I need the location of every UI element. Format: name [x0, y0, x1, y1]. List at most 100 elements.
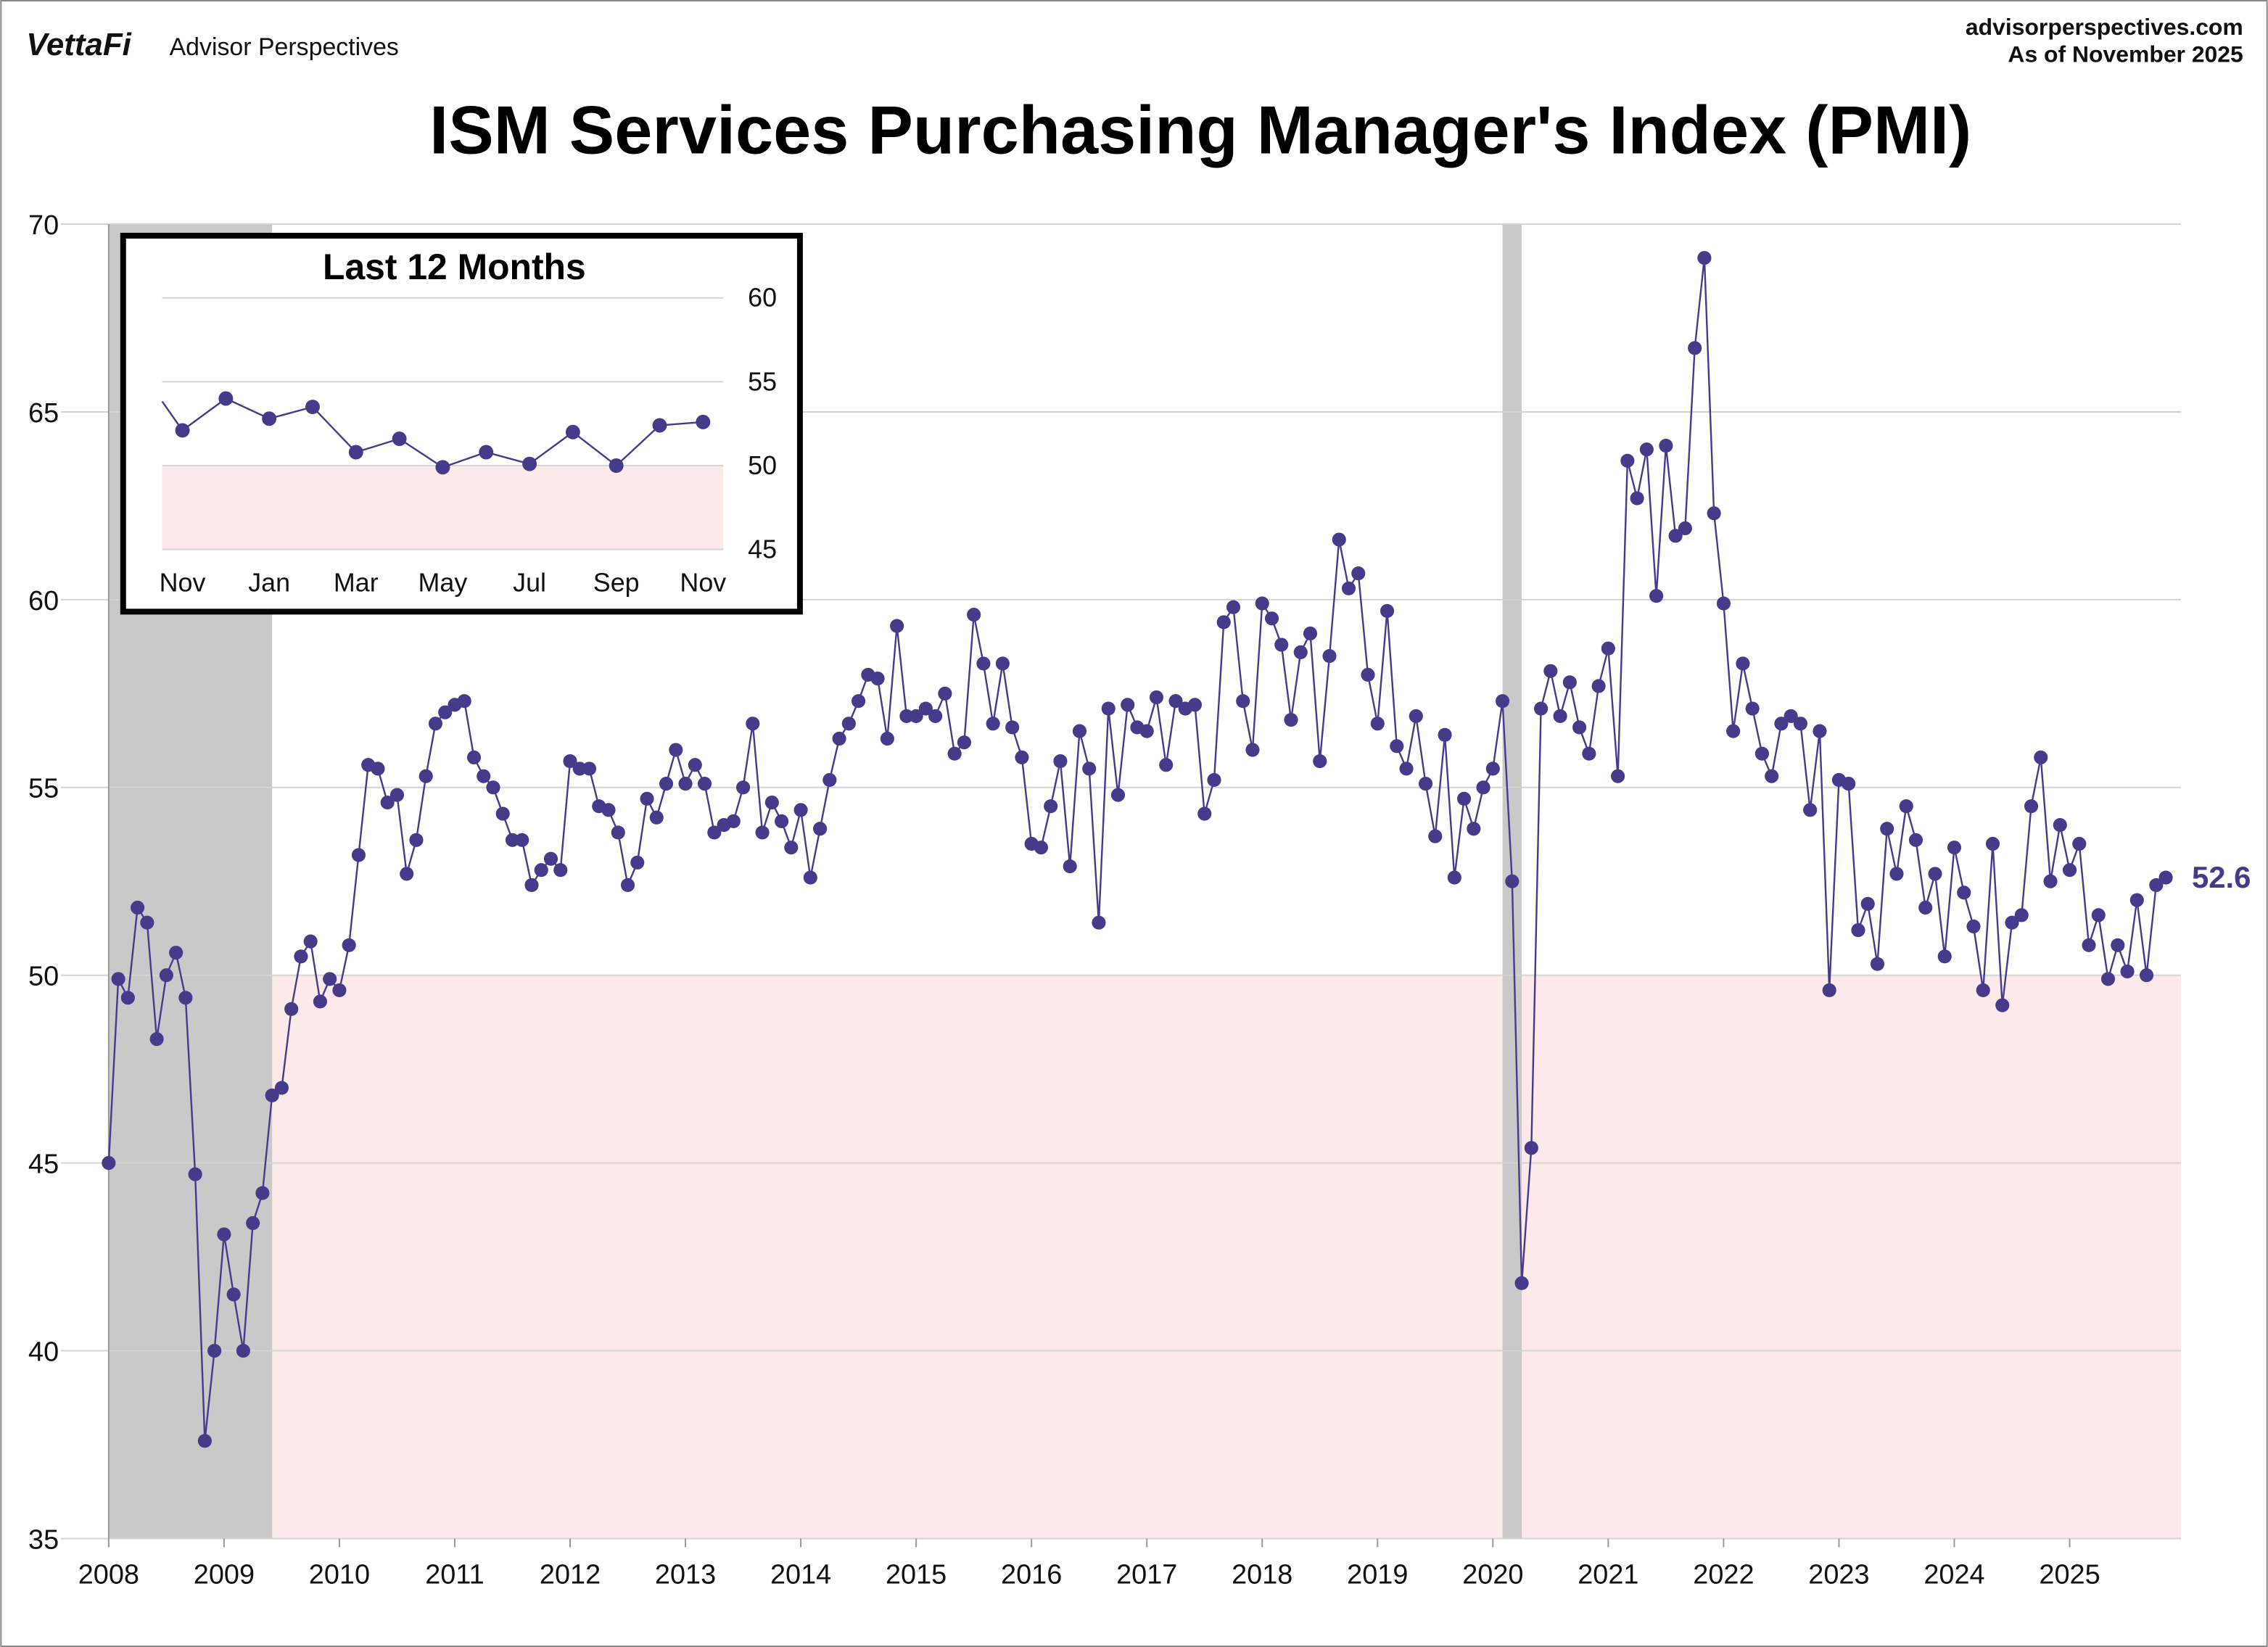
pmi-point [1399, 761, 1414, 776]
pmi-point [1851, 923, 1865, 938]
pmi-point [1918, 900, 1933, 915]
pmi-point [2158, 870, 2173, 885]
pmi-point [755, 825, 770, 840]
pmi-point [1784, 709, 1798, 723]
pmi-point [1409, 709, 1423, 723]
pmi-point [563, 754, 577, 769]
pmi-point [1754, 746, 1769, 761]
pmi-point [303, 934, 318, 949]
pmi-point [1322, 648, 1337, 664]
pmi-point [226, 1287, 241, 1302]
pmi-point [332, 983, 347, 997]
pmi-point [457, 694, 471, 709]
pmi-point [841, 717, 856, 731]
pmi-point [1765, 769, 1779, 783]
x-tick-label: 2013 [655, 1559, 716, 1590]
pmi-point [342, 938, 356, 952]
pmi-point [389, 788, 405, 802]
pmi-point [1524, 1141, 1538, 1155]
pmi-point [659, 777, 674, 791]
contraction-zone [108, 975, 2182, 1539]
pmi-point [1803, 803, 1818, 817]
inset-y-tick-label: 45 [748, 535, 777, 564]
pmi-point [1447, 870, 1461, 885]
pmi-point [630, 855, 645, 870]
x-tick-label: 2025 [2039, 1559, 2100, 1590]
pmi-point [601, 803, 616, 817]
pmi-point [736, 780, 751, 795]
pmi-point [2082, 938, 2096, 952]
x-tick-label: 2018 [1232, 1559, 1292, 1590]
x-tick-label: 2014 [770, 1559, 831, 1590]
pmi-point [1092, 915, 1106, 930]
brand-name: Advisor Perspectives [170, 33, 399, 61]
pmi-point [236, 1343, 250, 1358]
pmi-point [2100, 972, 2116, 986]
pmi-point [466, 750, 482, 764]
pmi-point [976, 656, 991, 671]
pmi-point [1601, 641, 1615, 656]
inset-pmi-line [161, 397, 704, 468]
pmi-point [284, 1002, 299, 1016]
pmi-point [1053, 754, 1068, 769]
inset-pmi-point [392, 432, 407, 446]
pmi-point [1505, 874, 1519, 888]
y-tick-label: 60 [28, 586, 59, 616]
inset-y-tick-label: 55 [748, 367, 777, 396]
pmi-point [371, 761, 385, 776]
pmi-point [159, 968, 173, 983]
pmi-point [918, 701, 933, 716]
pmi-point [1456, 791, 1472, 806]
pmi-point [1880, 822, 1894, 836]
pmi-point [1236, 694, 1250, 709]
inset-pmi-point [435, 460, 450, 475]
pmi-point [649, 810, 664, 825]
pmi-point [380, 795, 395, 810]
pmi-point [409, 833, 424, 847]
pmi-point [534, 863, 548, 878]
as-of-date: As of November 2025 [2008, 41, 2243, 67]
pmi-point [1937, 949, 1952, 964]
pmi-point [2149, 878, 2164, 893]
pmi-point [274, 1081, 289, 1095]
pmi-point [1197, 806, 1212, 821]
pmi-point [1707, 506, 1721, 521]
x-tick-label: 2011 [425, 1559, 484, 1590]
pmi-point [553, 863, 568, 878]
pmi-point [1485, 761, 1500, 776]
pmi-point [2091, 908, 2106, 922]
pmi-point [2111, 938, 2125, 952]
pmi-point [1543, 664, 1558, 678]
site-url: advisorperspectives.com [1966, 14, 2243, 40]
x-tick-label: 2015 [886, 1559, 947, 1590]
pmi-point [832, 731, 846, 746]
pmi-point [1534, 701, 1549, 716]
y-tick-label: 50 [28, 962, 59, 992]
pmi-point [1121, 698, 1135, 712]
pmi-point [726, 814, 741, 828]
y-tick-label: 35 [28, 1524, 59, 1555]
pmi-point [822, 772, 837, 788]
pmi-point [1514, 1276, 1529, 1290]
pmi-point [418, 769, 433, 783]
inset-y-tick-label: 60 [748, 284, 777, 313]
pmi-point [899, 709, 914, 723]
pmi-point [1928, 867, 1942, 881]
pmi-point [707, 825, 722, 840]
pmi-point [207, 1343, 222, 1358]
inset-x-tick-label: Nov [680, 568, 726, 597]
pmi-point [909, 709, 923, 723]
pmi-point [169, 946, 183, 960]
pmi-point [1313, 754, 1327, 769]
pmi-point [1745, 701, 1760, 716]
pmi-point [1370, 717, 1385, 731]
pmi-point [688, 758, 702, 772]
pmi-point [870, 672, 885, 686]
inset-x-tick-label: Jan [248, 568, 290, 597]
inset-contraction-zone [162, 466, 724, 550]
pmi-point [572, 761, 587, 776]
pmi-point [178, 991, 193, 1005]
chart-title: ISM Services Purchasing Manager's Index … [429, 91, 1971, 168]
inset-last-12-months: Last 12 Months 45 50 55 60 Nov Jan Mar May Jul Se… [120, 233, 803, 615]
pmi-point [890, 619, 904, 633]
